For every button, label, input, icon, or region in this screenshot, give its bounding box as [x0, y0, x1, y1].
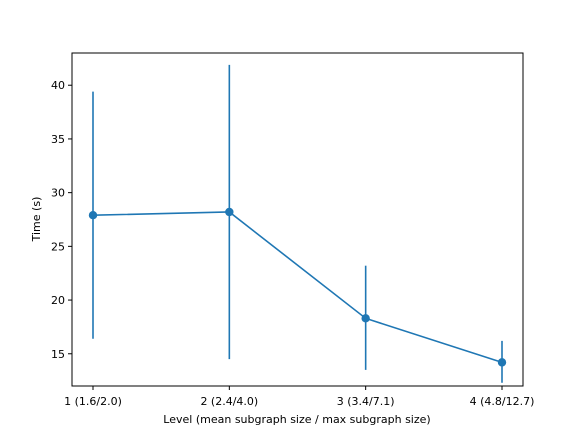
y-axis: 15 20 25 30 35 40 [51, 79, 72, 361]
y-tick-label: 40 [51, 79, 65, 92]
data-points [88, 207, 507, 367]
data-point [497, 358, 507, 367]
y-tick-label: 15 [51, 348, 65, 361]
data-point [361, 314, 370, 323]
x-tick-label: 2 (2.4/4.0) [200, 395, 258, 408]
plot-area [71, 52, 524, 387]
series-line [92, 211, 503, 364]
data-point [225, 207, 234, 217]
x-axis-label: Level (mean subgraph size / max subgraph… [163, 413, 430, 426]
data-point [88, 211, 98, 220]
y-axis-label: Time (s) [30, 197, 43, 243]
x-tick-label: 3 (3.4/7.1) [337, 395, 395, 408]
x-tick-label: 1 (1.6/2.0) [64, 395, 122, 408]
y-tick-label: 25 [51, 240, 65, 253]
y-tick-label: 35 [51, 133, 65, 146]
x-tick-label: 4 (4.8/12.7) [470, 395, 535, 408]
y-tick-label: 20 [51, 294, 65, 307]
x-axis: 1 (1.6/2.0) 2 (2.4/4.0) 3 (3.4/7.1) 4 (4.8/… [64, 386, 534, 408]
y-tick-label: 30 [51, 187, 65, 200]
